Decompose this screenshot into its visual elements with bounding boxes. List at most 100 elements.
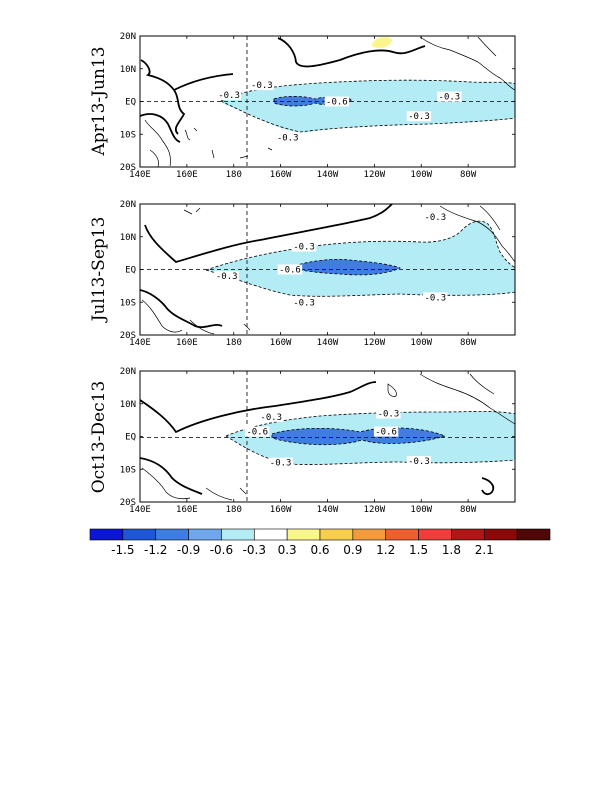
anomaly-shading-pos03 [371,36,393,48]
contour-label: -0.3 [423,292,448,303]
colorbar-swatch [418,528,452,541]
lat-tick-label: 20N [120,200,136,210]
colorbar-swatch [286,528,321,541]
colorbar-swatch [221,528,255,541]
colorbar-label: -0.3 [243,543,266,557]
anomaly-shading-neg06 [272,427,445,445]
anomaly-shading-neg06 [290,259,400,275]
lat-tick-label: 10N [120,233,136,243]
contour-label: -0.3 [291,297,317,308]
colorbar-swatch [89,528,124,541]
colorbar-swatch [253,528,288,541]
contour-label: -0.3 [275,132,300,144]
coastline [141,205,515,335]
colorbar-swatch [188,528,222,541]
svg-text:-0.3: -0.3 [270,459,292,469]
lon-tick-label: 160W [270,170,292,180]
lon-tick-label: 100W [410,338,432,348]
lon-tick-label: 180 [226,505,242,515]
colorbar-swatch [352,528,387,541]
colorbar-label: 1.2 [376,543,395,557]
colorbar-swatch [451,528,485,541]
panel-title: Apr13-Jun13 [89,46,109,156]
contour-label: -0.3 [437,91,462,103]
lon-tick-label: 160E [176,170,198,180]
lat-tick-label: EQ [125,98,136,108]
lat-tick-label: 10N [120,65,136,75]
lon-tick-label: 80W [460,505,477,515]
contour-label: -0.3 [216,89,242,101]
lon-tick-label: 140W [317,505,339,515]
panel-title: Oct13-Dec13 [89,381,109,494]
lon-tick-label: 140W [317,170,339,180]
contour-label: -0.6 [324,96,350,108]
colorbar-label: -1.2 [144,543,167,557]
coastline [144,36,515,167]
colorbar-label: 0.3 [278,543,297,557]
lon-tick-label: 160E [176,505,198,515]
svg-text:-0.6: -0.6 [279,266,301,276]
lon-tick-label: 100W [410,170,432,180]
contour-label-layer: -0.3 -0.3 -0.3 -0.6 -0.3 -0.3 -0.3 -0.3 -0.3 -0.6… [214,80,462,469]
panel-jul13-sep13: Jul13-Sep13 [89,203,516,336]
svg-text:-0.3: -0.3 [251,81,273,91]
colorbar-label: 1.8 [442,543,461,557]
lon-tick-label: 140E [129,170,151,180]
contour-label: -0.3 [259,411,284,423]
contour-label: -0.3 [406,111,432,122]
lon-tick-label: 140E [129,338,151,348]
panel-oct13-dec13: Oct13-Dec13 [89,370,516,503]
colorbar-swatch [483,528,518,541]
anomaly-shading-neg03 [206,221,515,297]
lon-tick-label: 140W [317,338,339,348]
lon-tick-label: 160W [270,505,292,515]
colorbar-swatch [319,528,354,541]
lat-tick-label: 10S [120,130,136,140]
svg-text:-0.3: -0.3 [218,91,240,101]
lat-tick-label: 10N [120,400,136,410]
svg-text:-0.3: -0.3 [408,112,430,122]
map-area [140,204,515,335]
contour-label: -0.3 [291,241,317,253]
colorbar-swatch [385,528,419,541]
lon-tick-label: 120W [364,170,386,180]
svg-text:-0.3: -0.3 [424,293,446,303]
contour-label: -0.3 [268,457,293,469]
colorbar-label: 0.6 [310,543,329,557]
lon-tick-label: 80W [460,338,477,348]
contour-label: -0.3 [406,456,432,467]
lon-tick-label: 120W [364,505,386,515]
colorbar-label: 1.5 [409,543,428,557]
svg-text:-0.6: -0.6 [246,428,268,438]
svg-text:-0.6: -0.6 [326,98,348,108]
colorbar-label: 0.9 [343,543,362,557]
lon-tick-label: 100W [410,505,432,515]
svg-text:-0.3: -0.3 [260,413,282,423]
coastline [141,373,515,501]
contour-label: -0.3 [423,212,448,223]
axes: 140E 160E 180 160W 140W 120W 100W 80W 20N 10N EQ 10… [120,32,515,515]
panel-title: Jul13-Sep13 [89,217,109,324]
svg-text:-0.3: -0.3 [408,457,430,467]
lon-tick-label: 180 [226,170,242,180]
svg-text:-0.3: -0.3 [216,272,238,282]
lat-tick-label: EQ [125,266,136,276]
svg-text:-0.3: -0.3 [424,213,446,223]
lat-tick-label: 20S [120,331,136,341]
svg-text:-0.3: -0.3 [293,243,315,253]
lat-tick-label: 20S [120,498,136,508]
contour-label: -0.6 [244,426,270,438]
lon-tick-label: 180 [226,338,242,348]
lat-tick-label: 20N [120,32,136,42]
lat-tick-label: 20N [120,367,136,377]
lat-tick-label: 10S [120,465,136,475]
lat-tick-label: 20S [120,163,136,173]
contour-label: -0.6 [373,426,399,438]
lon-tick-label: 140E [129,505,151,515]
svg-text:-0.3: -0.3 [277,134,299,144]
colorbar-swatch [122,528,157,541]
contour-label: -0.6 [277,264,303,276]
colorbar-label: -0.9 [177,543,200,557]
map-area [140,371,515,502]
